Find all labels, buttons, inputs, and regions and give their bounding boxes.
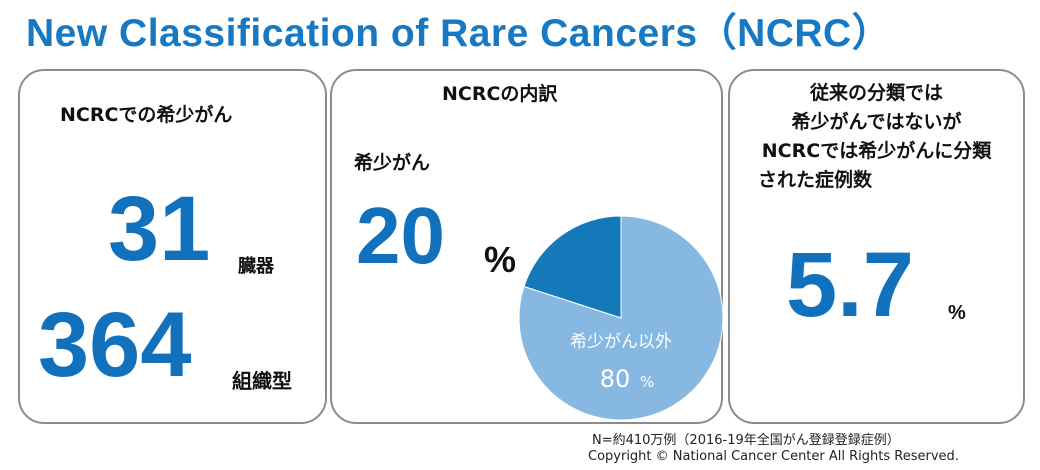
- tissue-types-unit: 組織型: [232, 369, 292, 393]
- organs-value: 31: [108, 178, 211, 280]
- rare-label: 希少がん: [354, 152, 431, 174]
- other-percent-value: 80: [600, 365, 631, 393]
- heading-line: 従来の分類では: [809, 82, 943, 104]
- pie-slice-rare: [523, 215, 622, 319]
- heading-line: された症例数: [758, 169, 873, 191]
- panel-heading: NCRCの内訳: [442, 83, 558, 105]
- reclassified-cases-panel: 従来の分類では 希少がんではないが NCRCでは希少がんに分類 された症例数 5…: [728, 69, 1025, 424]
- copyright-text: Copyright © National Cancer Center All R…: [588, 449, 959, 464]
- breakdown-panel: NCRCの内訳 希少がん 20 % 希少がん以外 80 %: [330, 69, 724, 424]
- panel-heading: NCRCでの希少がん: [60, 104, 233, 126]
- other-percent-unit: %: [640, 373, 654, 391]
- rare-percent-value: 20: [356, 191, 445, 280]
- other-label: 希少がん以外: [570, 332, 672, 352]
- tissue-types-value: 364: [38, 294, 192, 396]
- sample-size-note: N=約410万例（2016-19年全国がん登録登録症例）: [592, 433, 900, 448]
- organs-unit: 臓器: [238, 256, 274, 277]
- heading-line: 希少がんではないが: [791, 111, 962, 133]
- page-title: New Classification of Rare Cancers（NCRC）: [26, 12, 892, 55]
- pie-chart: 希少がん以外 80 %: [518, 215, 724, 421]
- pie-slice-other: [518, 215, 724, 421]
- reclassified-unit: %: [948, 302, 966, 324]
- rare-percent-unit: %: [484, 239, 517, 280]
- heading-line: NCRCでは希少がんに分類: [761, 140, 992, 162]
- reclassified-value: 5.7: [786, 234, 914, 336]
- rare-cancer-count-panel: NCRCでの希少がん 31 臓器 364 組織型: [18, 69, 327, 424]
- panel-heading: 従来の分類では 希少がんではないが NCRCでは希少がんに分類 された症例数: [730, 79, 1023, 195]
